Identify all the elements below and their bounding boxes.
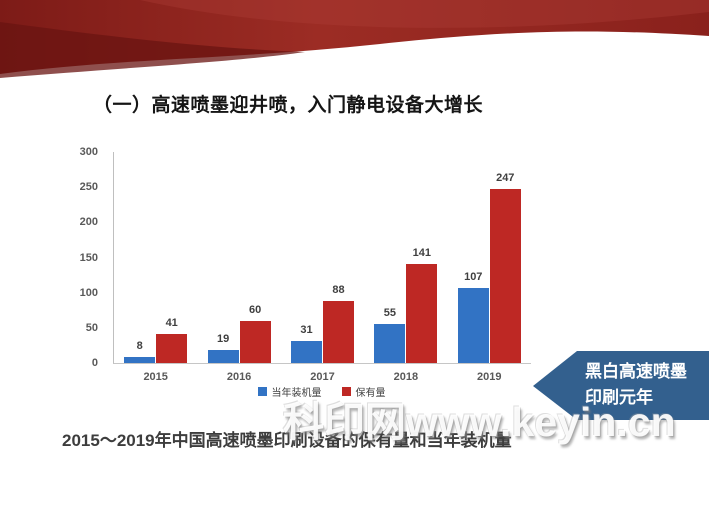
- callout-arrow-shape: [533, 351, 709, 420]
- chart-caption: 2015～2019年中国高速喷墨印刷设备的保有量和当年装机量: [62, 431, 512, 450]
- bar-group-2018: 55 141 2018: [374, 152, 438, 383]
- callout-banner: 黑白高速喷墨 印刷元年: [533, 351, 709, 420]
- x-axis-label: 2017: [310, 371, 335, 383]
- x-axis-label: 2019: [477, 371, 502, 383]
- legend-item-当年装机量: 当年装机量: [257, 384, 322, 399]
- y-tick-label: 50: [85, 321, 98, 334]
- header-ribbon-graphic: [0, 0, 709, 78]
- bar-value-label: 141: [412, 246, 432, 259]
- bar-group-2015: 8 41 2015: [124, 152, 188, 383]
- bar-当年装机量-2015: 8: [124, 340, 156, 363]
- x-axis-label: 2015: [143, 371, 168, 383]
- bar-value-label: 55: [383, 307, 396, 320]
- plot-area: 8 41 2015 19 60 2016 31 88 2017 55 141 2018 107 247 20…: [113, 152, 531, 383]
- y-tick-label: 300: [79, 146, 98, 158]
- bar-group-2019: 107 247 2019: [457, 152, 521, 383]
- bar-group-2017: 31 88 2017: [290, 152, 354, 383]
- legend-label: 保有量: [355, 388, 386, 399]
- ribbon-dark-wing: [0, 22, 305, 78]
- legend-item-保有量: 保有量: [341, 384, 386, 399]
- bar-value-label: 41: [165, 317, 178, 330]
- bar-value-label: 19: [216, 332, 230, 345]
- bar-group-2016: 19 60 2016: [207, 152, 271, 383]
- bar-保有量-2017: 88: [322, 284, 354, 363]
- bar-value-label: 60: [248, 303, 262, 316]
- callout-line1: 黑白高速喷墨: [585, 362, 687, 381]
- ribbon-highlight: [140, 0, 709, 28]
- y-tick-label: 100: [79, 286, 98, 299]
- slide-title: （一）高速喷墨迎井喷，入门静电设备大增长: [93, 95, 484, 116]
- bar-保有量-2016: 60: [239, 304, 271, 363]
- bar-value-label: 8: [136, 340, 143, 353]
- bar-当年装机量-2016: 19: [207, 333, 239, 363]
- y-axis: 0 50 100 150 200 250 300: [60, 146, 106, 369]
- bar-当年装机量-2019: 107: [457, 271, 489, 363]
- ribbon-main-shape: [0, 0, 709, 74]
- x-axis-label: 2016: [226, 371, 252, 383]
- bar-保有量-2018: 141: [406, 247, 438, 363]
- y-tick-label: 200: [79, 216, 98, 229]
- bar-当年装机量-2018: 55: [374, 307, 406, 363]
- legend-swatch-icon: [257, 387, 267, 396]
- bar-当年装机量-2017: 31: [290, 324, 322, 363]
- y-tick-label: 0: [91, 357, 98, 369]
- legend-swatch-icon: [341, 387, 351, 396]
- bar-value-label: 247: [496, 172, 515, 185]
- bar-value-label: 31: [300, 324, 313, 337]
- y-tick-label: 150: [79, 251, 98, 264]
- callout-text: 黑白高速喷墨 印刷元年: [585, 359, 687, 410]
- callout-line2: 印刷元年: [585, 387, 653, 407]
- bar-保有量-2015: 41: [156, 317, 188, 363]
- x-axis-label: 2018: [393, 371, 419, 383]
- chart-legend: 当年装机量 保有量: [113, 384, 530, 399]
- bar-value-label: 107: [464, 270, 483, 283]
- bar-保有量-2019: 247: [489, 172, 521, 363]
- bar-value-label: 88: [332, 284, 345, 297]
- y-tick-label: 250: [79, 181, 98, 194]
- legend-label: 当年装机量: [271, 388, 322, 399]
